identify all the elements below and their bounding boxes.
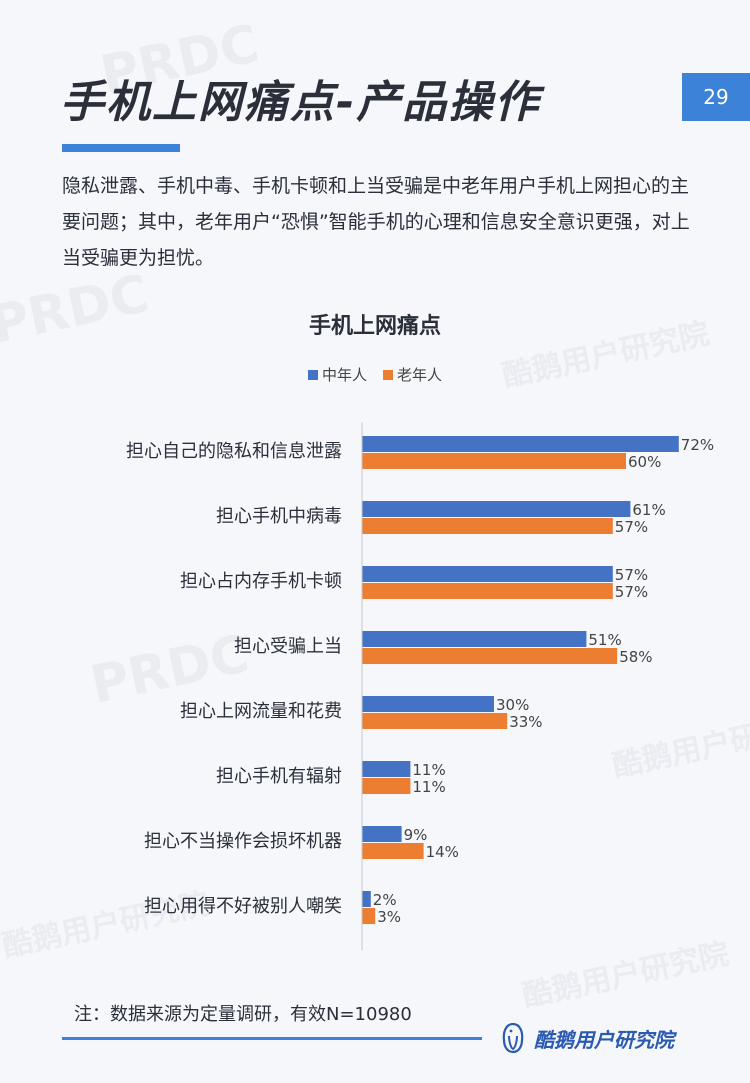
footer-line [62, 1037, 482, 1040]
bar-elderly [362, 908, 376, 924]
bar-elderly [362, 843, 424, 859]
intro-paragraph: 隐私泄露、手机中毒、手机卡顿和上当受骗是中老年用户手机上网担心的主要问题；其中，… [62, 175, 690, 269]
brand: 酷鹅用户研究院 [498, 1022, 674, 1054]
data-label: 57% [615, 518, 648, 536]
bar-elderly [362, 713, 508, 729]
data-label: 3% [377, 908, 401, 926]
bar-middle-aged [362, 761, 411, 777]
legend-item-middle-aged: 中年人 [307, 364, 367, 385]
data-label: 58% [619, 648, 652, 666]
bar-elderly [362, 648, 618, 664]
page-title: 手机上网痛点-产品操作 [60, 77, 541, 128]
legend-label-middle-aged: 中年人 [321, 366, 367, 384]
bar-elderly [362, 778, 411, 794]
chart-legend: 中年人 老年人 [0, 364, 750, 385]
category-label: 担心用得不好被别人嘲笑 [144, 896, 342, 917]
data-label: 11% [412, 761, 445, 779]
title-underline [62, 144, 180, 152]
chart-title: 手机上网痛点 [308, 314, 441, 339]
data-label: 14% [426, 843, 459, 861]
bar-middle-aged [362, 826, 402, 842]
bar-middle-aged [362, 501, 631, 517]
data-label: 2% [373, 891, 397, 909]
bar-chart: 担心自己的隐私和信息泄露 72%60%担心手机中病毒 61%57%担心占内存手机卡顿… [126, 422, 714, 950]
bar-elderly [362, 518, 613, 534]
category-label: 担心不当操作会损坏机器 [144, 831, 342, 852]
data-label: 30% [496, 696, 529, 714]
legend-item-elderly: 老年人 [383, 364, 442, 385]
data-label: 61% [632, 501, 665, 519]
bar-elderly [362, 583, 613, 599]
bar-middle-aged [362, 631, 587, 647]
legend-swatch-elderly [383, 369, 393, 380]
bar-middle-aged [362, 436, 679, 452]
legend-label-elderly: 老年人 [397, 366, 443, 384]
data-label: 72% [681, 436, 714, 454]
data-label: 33% [509, 713, 542, 731]
category-label: 担心手机中病毒 [216, 506, 342, 527]
bar-middle-aged [362, 566, 613, 582]
data-label: 51% [588, 631, 621, 649]
data-label: 57% [615, 566, 648, 584]
category-label: 担心受骗上当 [234, 636, 342, 657]
bar-elderly [362, 453, 626, 469]
data-label: 11% [412, 778, 445, 796]
data-label: 60% [628, 453, 661, 471]
category-label: 担心上网流量和花费 [180, 701, 342, 722]
penguin-logo-icon [502, 1022, 524, 1054]
bar-middle-aged [362, 891, 371, 907]
page-number: 29 [682, 73, 750, 121]
category-label: 担心手机有辐射 [216, 766, 342, 787]
bar-middle-aged [362, 696, 494, 712]
footnote: 注：数据来源为定量调研，有效N=10980 [74, 1004, 412, 1025]
category-label: 担心占内存手机卡顿 [180, 571, 342, 592]
data-label: 9% [404, 826, 428, 844]
brand-name: 酷鹅用户研究院 [534, 1027, 674, 1052]
legend-swatch-middle-aged [307, 369, 318, 380]
data-label: 57% [615, 583, 648, 601]
category-label: 担心自己的隐私和信息泄露 [126, 441, 342, 462]
